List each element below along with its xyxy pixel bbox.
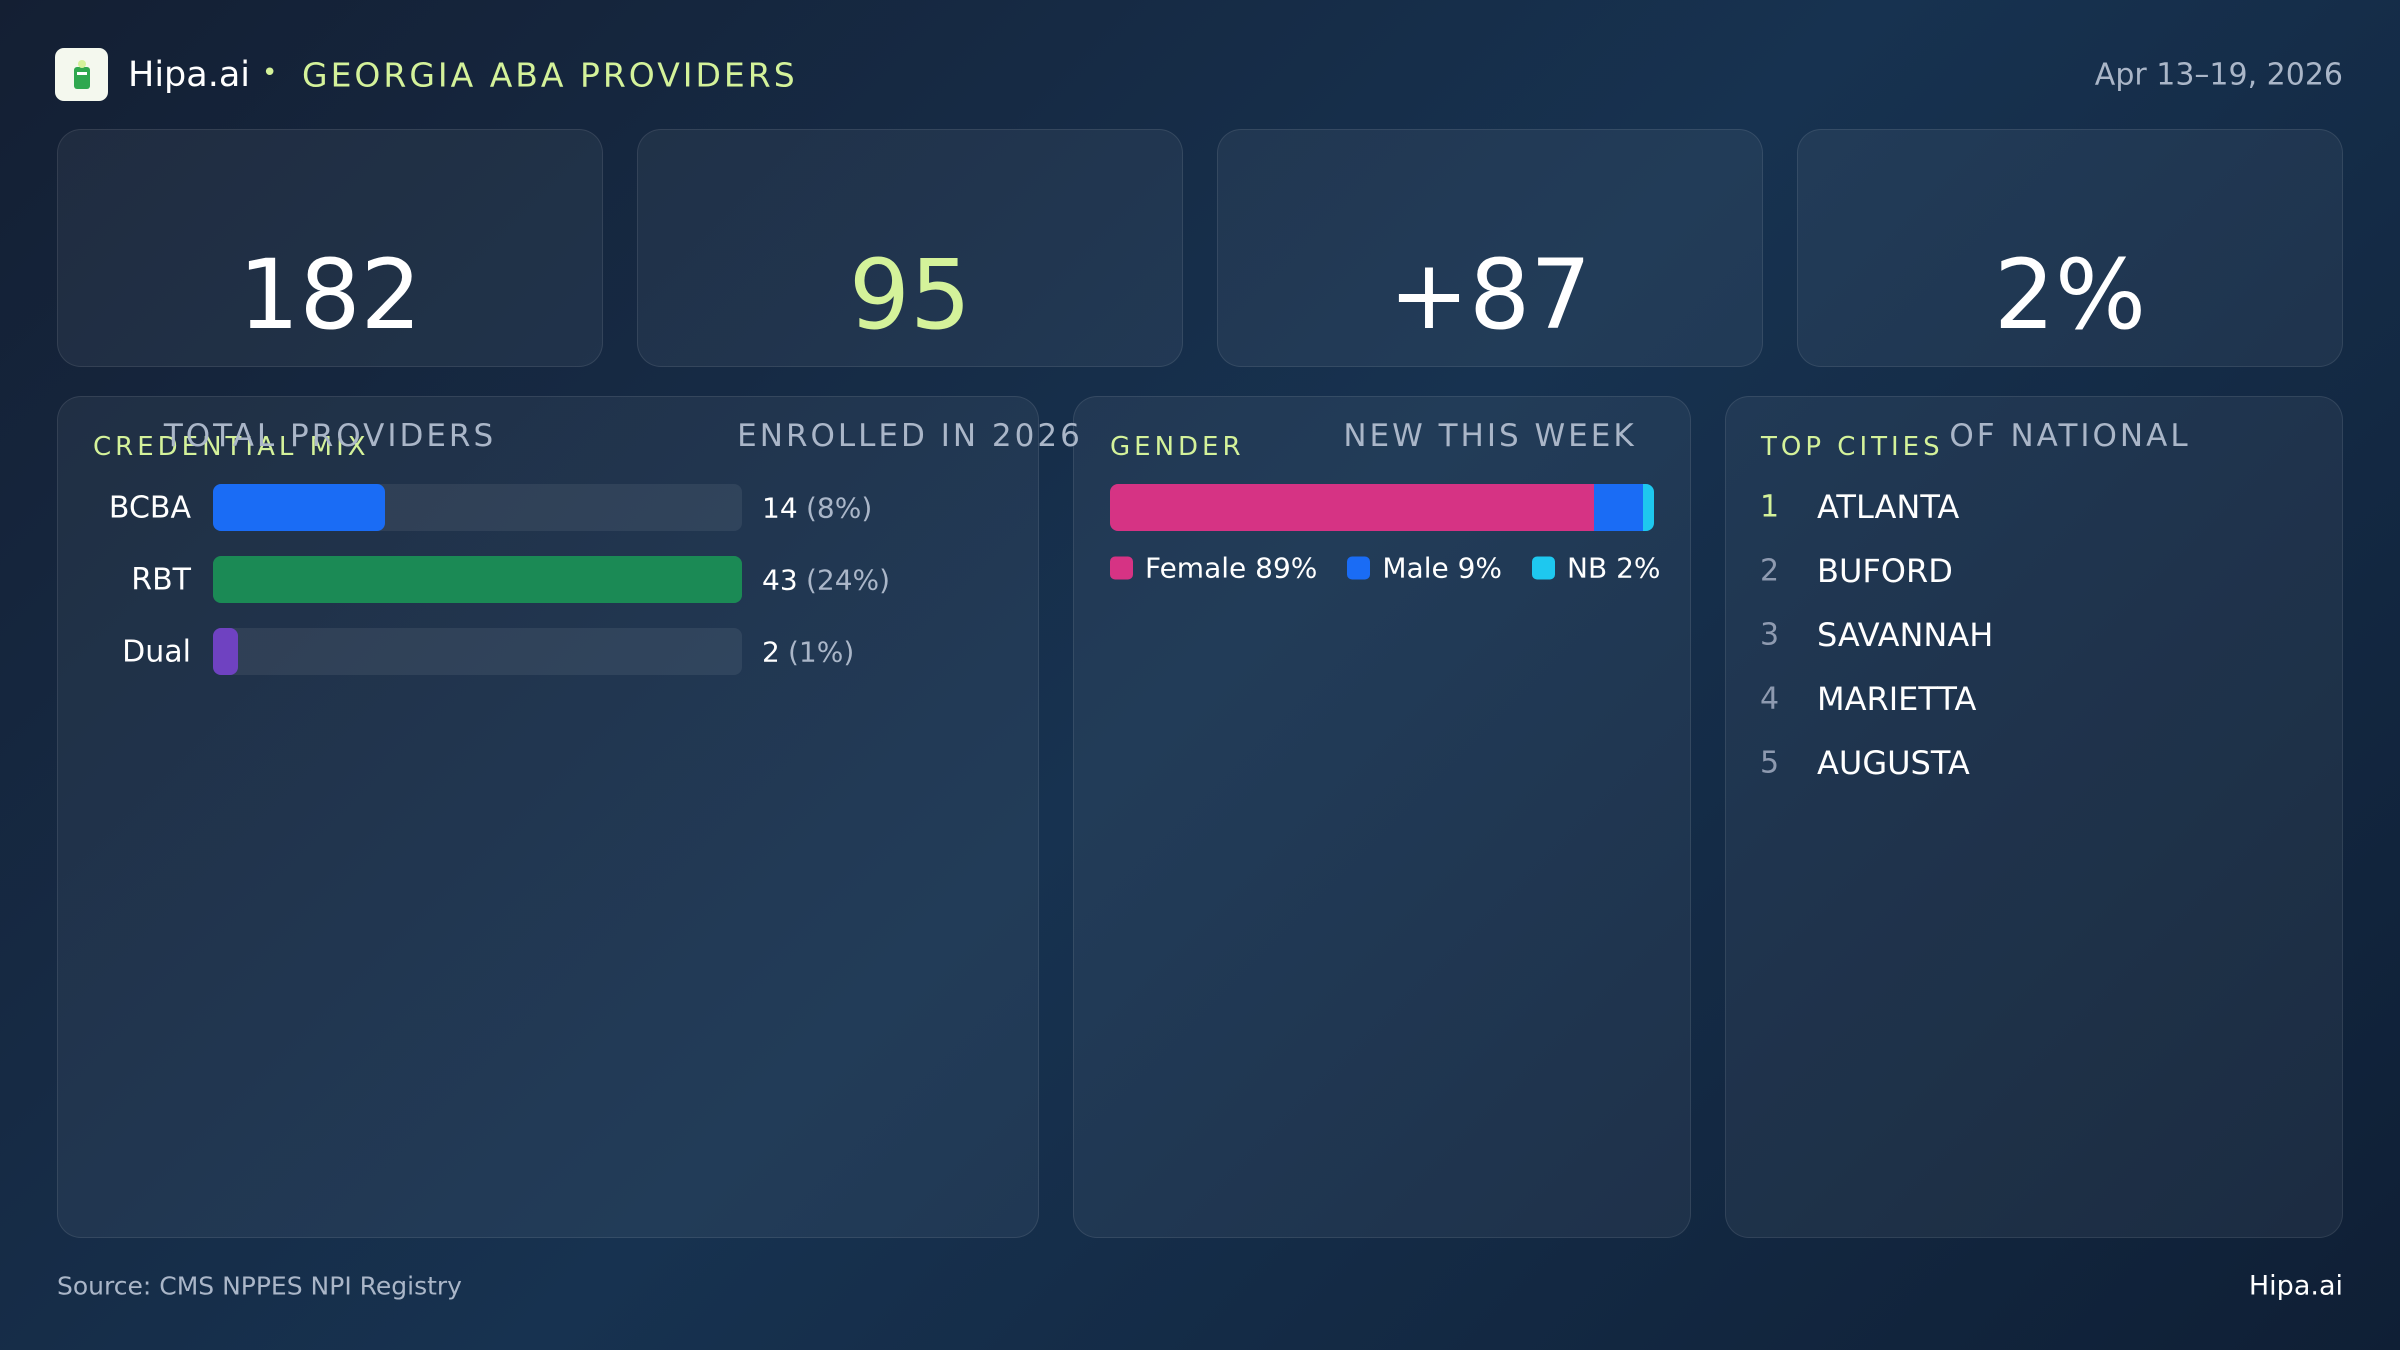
kpi-card: +87 NEW THIS WEEK bbox=[1217, 129, 1763, 454]
bar-segment bbox=[1110, 484, 1595, 531]
legend: Female 89% Male 9% NB 2% bbox=[1110, 552, 1661, 585]
row-label: Dual bbox=[122, 634, 191, 670]
kpi-card: 95 ENROLLED IN 2026 bbox=[637, 129, 1183, 454]
logo-icon bbox=[73, 59, 90, 89]
count-label: 43 bbox=[762, 563, 798, 597]
kpi-value: +87 bbox=[1388, 239, 1592, 351]
kpi-value: 95 bbox=[848, 239, 972, 351]
legend-swatch bbox=[1347, 556, 1371, 580]
city-rank: 4 bbox=[1760, 681, 1780, 717]
share-label: (24%) bbox=[806, 563, 891, 597]
gender-panel bbox=[1073, 396, 1691, 1238]
city-name: SAVANNAH bbox=[1817, 616, 1994, 654]
city-name: ATLANTA bbox=[1817, 488, 1960, 526]
panel-title: TOP CITIES bbox=[1761, 432, 1944, 462]
kpi-label: OF NATIONAL bbox=[1949, 418, 2191, 454]
bar-track bbox=[213, 556, 742, 603]
bar bbox=[213, 628, 238, 675]
city-name: MARIETTA bbox=[1817, 680, 1977, 718]
share-label: (8%) bbox=[806, 491, 873, 525]
city-rank: 5 bbox=[1760, 745, 1780, 781]
city-name: BUFORD bbox=[1817, 552, 1953, 590]
bar-track bbox=[213, 628, 742, 675]
row-label: BCBA bbox=[108, 490, 191, 526]
legend-label: Male 9% bbox=[1382, 551, 1503, 585]
kpi-label: NEW THIS WEEK bbox=[1343, 418, 1637, 454]
kpi-card: 182 TOTAL PROVIDERS bbox=[57, 129, 603, 454]
legend-swatch bbox=[1110, 556, 1133, 580]
legend-label: Female 89% bbox=[1145, 551, 1318, 585]
share-label: (1%) bbox=[788, 635, 855, 669]
credential-panel bbox=[57, 396, 1039, 1238]
source-note: Source: CMS NPPES NPI Registry bbox=[57, 1271, 462, 1301]
separator: • bbox=[262, 58, 278, 88]
legend-swatch bbox=[1532, 556, 1556, 580]
city-rank: 3 bbox=[1760, 617, 1780, 653]
count-label: 14 bbox=[762, 491, 798, 525]
city-rank: 1 bbox=[1760, 489, 1780, 525]
legend-item: Male 9% bbox=[1347, 552, 1502, 585]
kpi-card: 2% OF NATIONAL bbox=[1797, 129, 2343, 454]
logo bbox=[55, 48, 108, 101]
legend-label: NB 2% bbox=[1567, 551, 1661, 585]
bar bbox=[213, 556, 742, 603]
city-name: AUGUSTA bbox=[1817, 744, 1970, 782]
bar-track bbox=[213, 484, 742, 531]
row-label: RBT bbox=[131, 562, 191, 598]
brand: Hipa.ai bbox=[128, 55, 251, 95]
panel-title: CREDENTIAL MIX bbox=[93, 432, 370, 462]
bar-segment bbox=[1643, 484, 1654, 531]
page-title: GEORGIA ABA PROVIDERS bbox=[302, 55, 798, 95]
date-range: Apr 13–19, 2026 bbox=[2094, 57, 2343, 93]
bar-segment bbox=[1594, 484, 1644, 531]
footer-brand: Hipa.ai bbox=[2248, 1270, 2343, 1302]
bar bbox=[213, 484, 386, 531]
kpi-value: 2% bbox=[1993, 239, 2147, 351]
panel-title: GENDER bbox=[1110, 432, 1245, 462]
kpi-label: ENROLLED IN 2026 bbox=[737, 418, 1083, 454]
city-rank: 2 bbox=[1760, 553, 1780, 589]
count-label: 2 bbox=[762, 635, 780, 669]
kpi-label: TOTAL PROVIDERS bbox=[163, 418, 497, 454]
stacked-bar bbox=[1110, 484, 1654, 531]
legend-item: Female 89% bbox=[1110, 552, 1317, 585]
cities-panel bbox=[1725, 396, 2343, 1238]
legend-item: NB 2% bbox=[1532, 551, 1661, 585]
kpi-value: 182 bbox=[238, 239, 422, 351]
